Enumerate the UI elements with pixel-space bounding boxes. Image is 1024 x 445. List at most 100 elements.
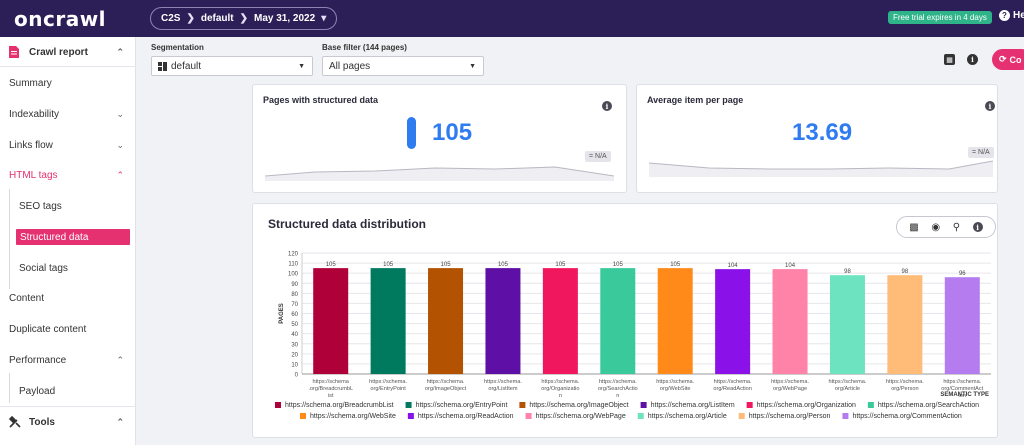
sidebar-item-performance[interactable]: Performance ⌃ [0, 350, 136, 370]
legend-swatch [867, 402, 874, 408]
distribution-card: Structured data distribution ▩ ◉ ⚲ i 0 10… [252, 203, 998, 438]
sidebar: Crawl report ⌃ Summary Indexability ⌄ Lin… [0, 37, 136, 445]
chevron-right-icon: ❯ [186, 13, 195, 24]
sidebar-item-indexability[interactable]: Indexability ⌄ [0, 104, 136, 124]
y-tick-label: 120 [288, 252, 299, 258]
y-tick-label: 70 [291, 302, 298, 308]
sidebar-item-label: SEO tags [19, 200, 62, 212]
zoom-icon[interactable]: ⚲ [952, 221, 961, 233]
y-tick-label: 80 [291, 292, 298, 298]
y-axis-label: PAGES [279, 303, 285, 324]
sidebar-item-label: HTML tags [9, 169, 58, 181]
breadcrumb-project[interactable]: C2S [161, 13, 181, 24]
top-bar: oncrawl C2S ❯ default ❯ May 31, 2022 ▾ F… [0, 0, 1024, 37]
chart-toolbar: ▩ ◉ ⚲ i [896, 216, 996, 238]
sidebar-item-content[interactable]: Content [0, 288, 136, 308]
legend-swatch [525, 413, 532, 419]
pages-structured-card: Pages with structured data i 105 = N/A [252, 84, 627, 193]
sidebar-item-summary[interactable]: Summary [0, 73, 136, 93]
breadcrumb-segment[interactable]: default [200, 13, 234, 24]
sidebar-item-crawl-report[interactable]: Crawl report ⌃ [0, 42, 136, 62]
sidebar-item-tools[interactable]: Tools ⌃ [0, 412, 136, 432]
x-tick-label: ion [959, 393, 966, 399]
sidebar-item-structured-data[interactable]: Structured data [16, 229, 130, 245]
legend-swatch [300, 413, 306, 419]
y-tick-label: 50 [291, 322, 298, 328]
x-tick-label: n [559, 393, 562, 399]
bar [944, 277, 980, 374]
segments-icon [158, 61, 167, 71]
legend-label: https://schema.org/Person [749, 413, 831, 420]
avg-item-value: 13.69 [792, 119, 853, 146]
chevron-up-icon: ⌃ [116, 354, 124, 365]
info-icon[interactable]: i [972, 222, 983, 232]
sidebar-item-payload[interactable]: Payload [0, 381, 136, 401]
trial-badge[interactable]: Free trial expires in 4 days [888, 11, 992, 24]
sidebar-item-label: Performance [9, 354, 67, 366]
card-title: Pages with structured data [263, 95, 379, 105]
avg-item-card: Average item per page i 13.69 = N/A [636, 84, 998, 193]
tools-icon [9, 416, 21, 428]
legend-swatch [275, 402, 281, 408]
data-label: 105 [555, 262, 566, 268]
help-button[interactable]: ? Hel [999, 10, 1024, 21]
info-icon[interactable]: i [602, 101, 612, 111]
oncrawl-logo[interactable]: oncrawl [14, 7, 107, 31]
info-icon[interactable]: i [985, 101, 995, 111]
bar-chart-icon[interactable]: ▩ [909, 221, 919, 233]
bar [485, 268, 521, 374]
eye-icon[interactable]: ◉ [931, 221, 941, 233]
sidebar-item-seo-tags[interactable]: SEO tags [0, 196, 136, 216]
sidebar-item-label: Payload [19, 385, 56, 397]
x-tick-label: .org/BreadcrumbL [308, 386, 353, 392]
x-tick-label: https://schema. [484, 379, 522, 385]
bar [428, 268, 464, 374]
data-label: 105 [326, 262, 337, 268]
sidebar-divider [0, 66, 136, 67]
sidebar-item-social-tags[interactable]: Social tags [0, 258, 136, 278]
distribution-chart: 0 10 20 30 40 50 60 70 80 90 100 110 120 PAGES 105 http… [275, 252, 991, 420]
x-tick-label: https://schema. [943, 379, 981, 385]
export-icon[interactable]: ▦ [944, 54, 955, 65]
sidebar-item-label: Duplicate content [9, 323, 87, 335]
chevron-down-icon: ⌄ [116, 108, 124, 119]
x-tick-label: org/SearchActio [598, 386, 638, 392]
question-icon: ? [999, 10, 1010, 21]
sidebar-item-html-tags[interactable]: HTML tags ⌃ [0, 165, 136, 185]
sidebar-tree-line [9, 373, 10, 403]
base-filter-select[interactable]: All pages ▼ [322, 56, 484, 76]
sidebar-item-duplicate-content[interactable]: Duplicate content [0, 319, 136, 339]
y-tick-label: 10 [291, 362, 298, 368]
y-tick-label: 20 [291, 352, 298, 358]
data-label: 105 [383, 262, 394, 268]
legend-label: https://schema.org/Organization [757, 402, 856, 409]
legend-label: https://schema.org/WebPage [536, 413, 626, 420]
breadcrumb-date[interactable]: May 31, 2022 [254, 13, 316, 24]
x-tick-label: https://schema. [541, 379, 579, 385]
help-label: Hel [1013, 10, 1024, 21]
x-tick-label: org/Person [891, 386, 918, 392]
bar [542, 268, 578, 374]
legend-label: https://schema.org/BreadcrumbList [285, 402, 394, 409]
sidebar-item-label: Indexability [9, 108, 60, 120]
bar [829, 275, 865, 374]
status-pill-icon [407, 117, 416, 149]
chevron-down-icon: ⌄ [116, 139, 124, 150]
sidebar-item-links-flow[interactable]: Links flow ⌄ [0, 135, 136, 155]
compare-button-label: Co [1009, 54, 1022, 65]
data-label: 105 [613, 262, 624, 268]
x-tick-label: https://schema. [771, 379, 809, 385]
segmentation-select[interactable]: default ▼ [151, 56, 313, 76]
legend-label: https://schema.org/ReadAction [418, 413, 514, 420]
x-tick-label: n [616, 393, 619, 399]
y-tick-label: 30 [291, 342, 298, 348]
bar [657, 268, 693, 374]
legend-label: https://schema.org/ListItem [651, 402, 735, 409]
breadcrumb[interactable]: C2S ❯ default ❯ May 31, 2022 ▾ [150, 7, 338, 30]
chevron-up-icon: ⌃ [116, 46, 124, 57]
compare-button[interactable]: ⟳ Co [992, 49, 1024, 70]
info-icon[interactable]: i [967, 54, 978, 65]
caret-down-icon: ▼ [298, 62, 305, 70]
y-tick-label: 40 [291, 332, 298, 338]
x-tick-label: org/EntryPoint [370, 386, 406, 392]
